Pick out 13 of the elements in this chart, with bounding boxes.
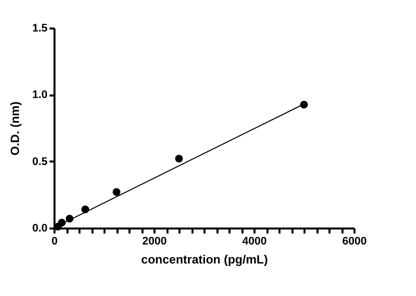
point xyxy=(112,188,120,196)
x-tick-label: 0 xyxy=(51,236,58,248)
x-tick-label: 2000 xyxy=(142,236,167,248)
y-tick-label: 1.0 xyxy=(32,89,48,102)
point xyxy=(300,100,308,109)
x-axis-title: concentration (pg/mL) xyxy=(141,252,268,266)
y-axis-title: O.D. (nm) xyxy=(8,102,22,156)
y-tick-label: 1.5 xyxy=(32,22,48,34)
y-tick-label: 0.5 xyxy=(32,156,48,168)
x-tick-label: 6000 xyxy=(342,236,367,248)
x-tick-label: 4000 xyxy=(242,236,267,248)
point xyxy=(175,154,183,163)
y-tick-label: 0.0 xyxy=(32,222,48,234)
